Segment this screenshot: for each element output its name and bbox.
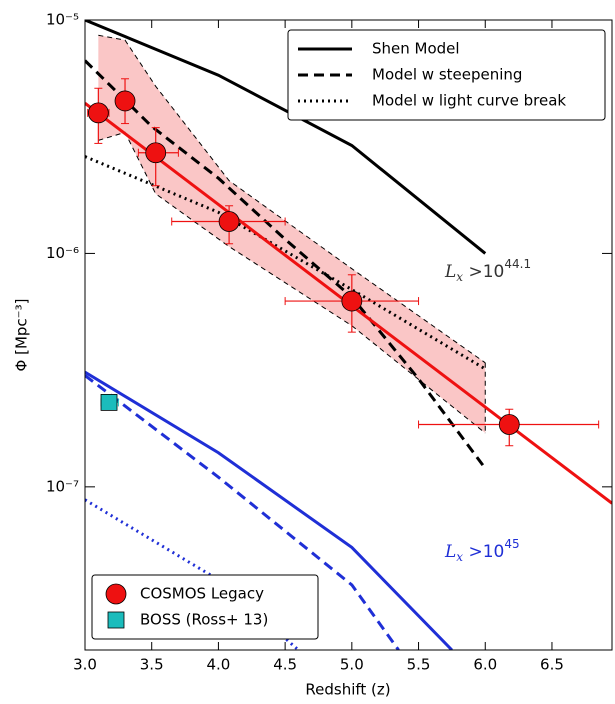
x-tick-label: 4.5 — [273, 656, 297, 674]
y-tick-label: 10⁻⁵ — [46, 11, 79, 29]
annotation-part: L — [444, 542, 456, 562]
data-point — [498, 414, 520, 435]
legend-swatch — [105, 583, 127, 605]
legend-label: Model w steepening — [372, 66, 522, 84]
y-tick-label: 10⁻⁷ — [46, 477, 79, 495]
y-tick-label: 10⁻⁶ — [46, 244, 79, 262]
overlay: 3.0 3.5 4.0 4.5 5.0 5.5 6.0 6.5 10⁻⁷ 10⁻⁶ 10⁻⁵ Shen… — [46, 11, 613, 674]
x-tick-label: 5.5 — [407, 656, 431, 674]
annotation-part: 44.1 — [504, 257, 531, 271]
legend-label: COSMOS Legacy — [140, 585, 264, 603]
annotation: Lx >1044.1 — [444, 257, 531, 284]
band-edge — [98, 131, 486, 434]
legend-label: BOSS (Ross+ 13) — [140, 611, 268, 629]
legend-label: Model w light curve break — [372, 92, 566, 110]
annotation-part: 45 — [504, 537, 519, 551]
model-line — [85, 155, 487, 371]
legend-label: Shen Model — [372, 40, 460, 58]
annotation-part: L — [444, 262, 456, 282]
plot-frame — [84, 19, 613, 651]
annotation-part: >10 — [463, 542, 504, 562]
data-point — [341, 290, 363, 312]
data-point — [100, 394, 118, 411]
data-point — [218, 211, 240, 232]
x-tick-label: 5.0 — [340, 656, 364, 674]
x-tick-label: 3.5 — [140, 656, 164, 674]
y-axis-label: Φ [Mpc⁻³] — [13, 299, 31, 372]
annotation-part: x — [456, 270, 463, 284]
model-line — [85, 370, 453, 650]
model-line — [85, 374, 400, 650]
data-point — [145, 142, 167, 164]
annotation-part: x — [456, 550, 463, 564]
data-point — [87, 102, 109, 124]
legend-swatch — [107, 611, 125, 629]
x-tick-label: 6.0 — [473, 656, 497, 674]
data-point — [114, 90, 136, 112]
x-axis-label: Redshift (z) — [305, 681, 390, 699]
x-tick-label: 4.0 — [206, 656, 230, 674]
band-edge — [98, 34, 486, 364]
x-tick-label: 6.5 — [540, 656, 564, 674]
plot-area — [85, 20, 612, 650]
model-line — [85, 20, 487, 255]
legend-box — [287, 29, 606, 121]
x-tick-label: 3.0 — [73, 656, 97, 674]
legend-box — [91, 574, 319, 640]
annotation-part: >10 — [463, 262, 504, 282]
annotation: Lx >1045 — [444, 537, 520, 564]
